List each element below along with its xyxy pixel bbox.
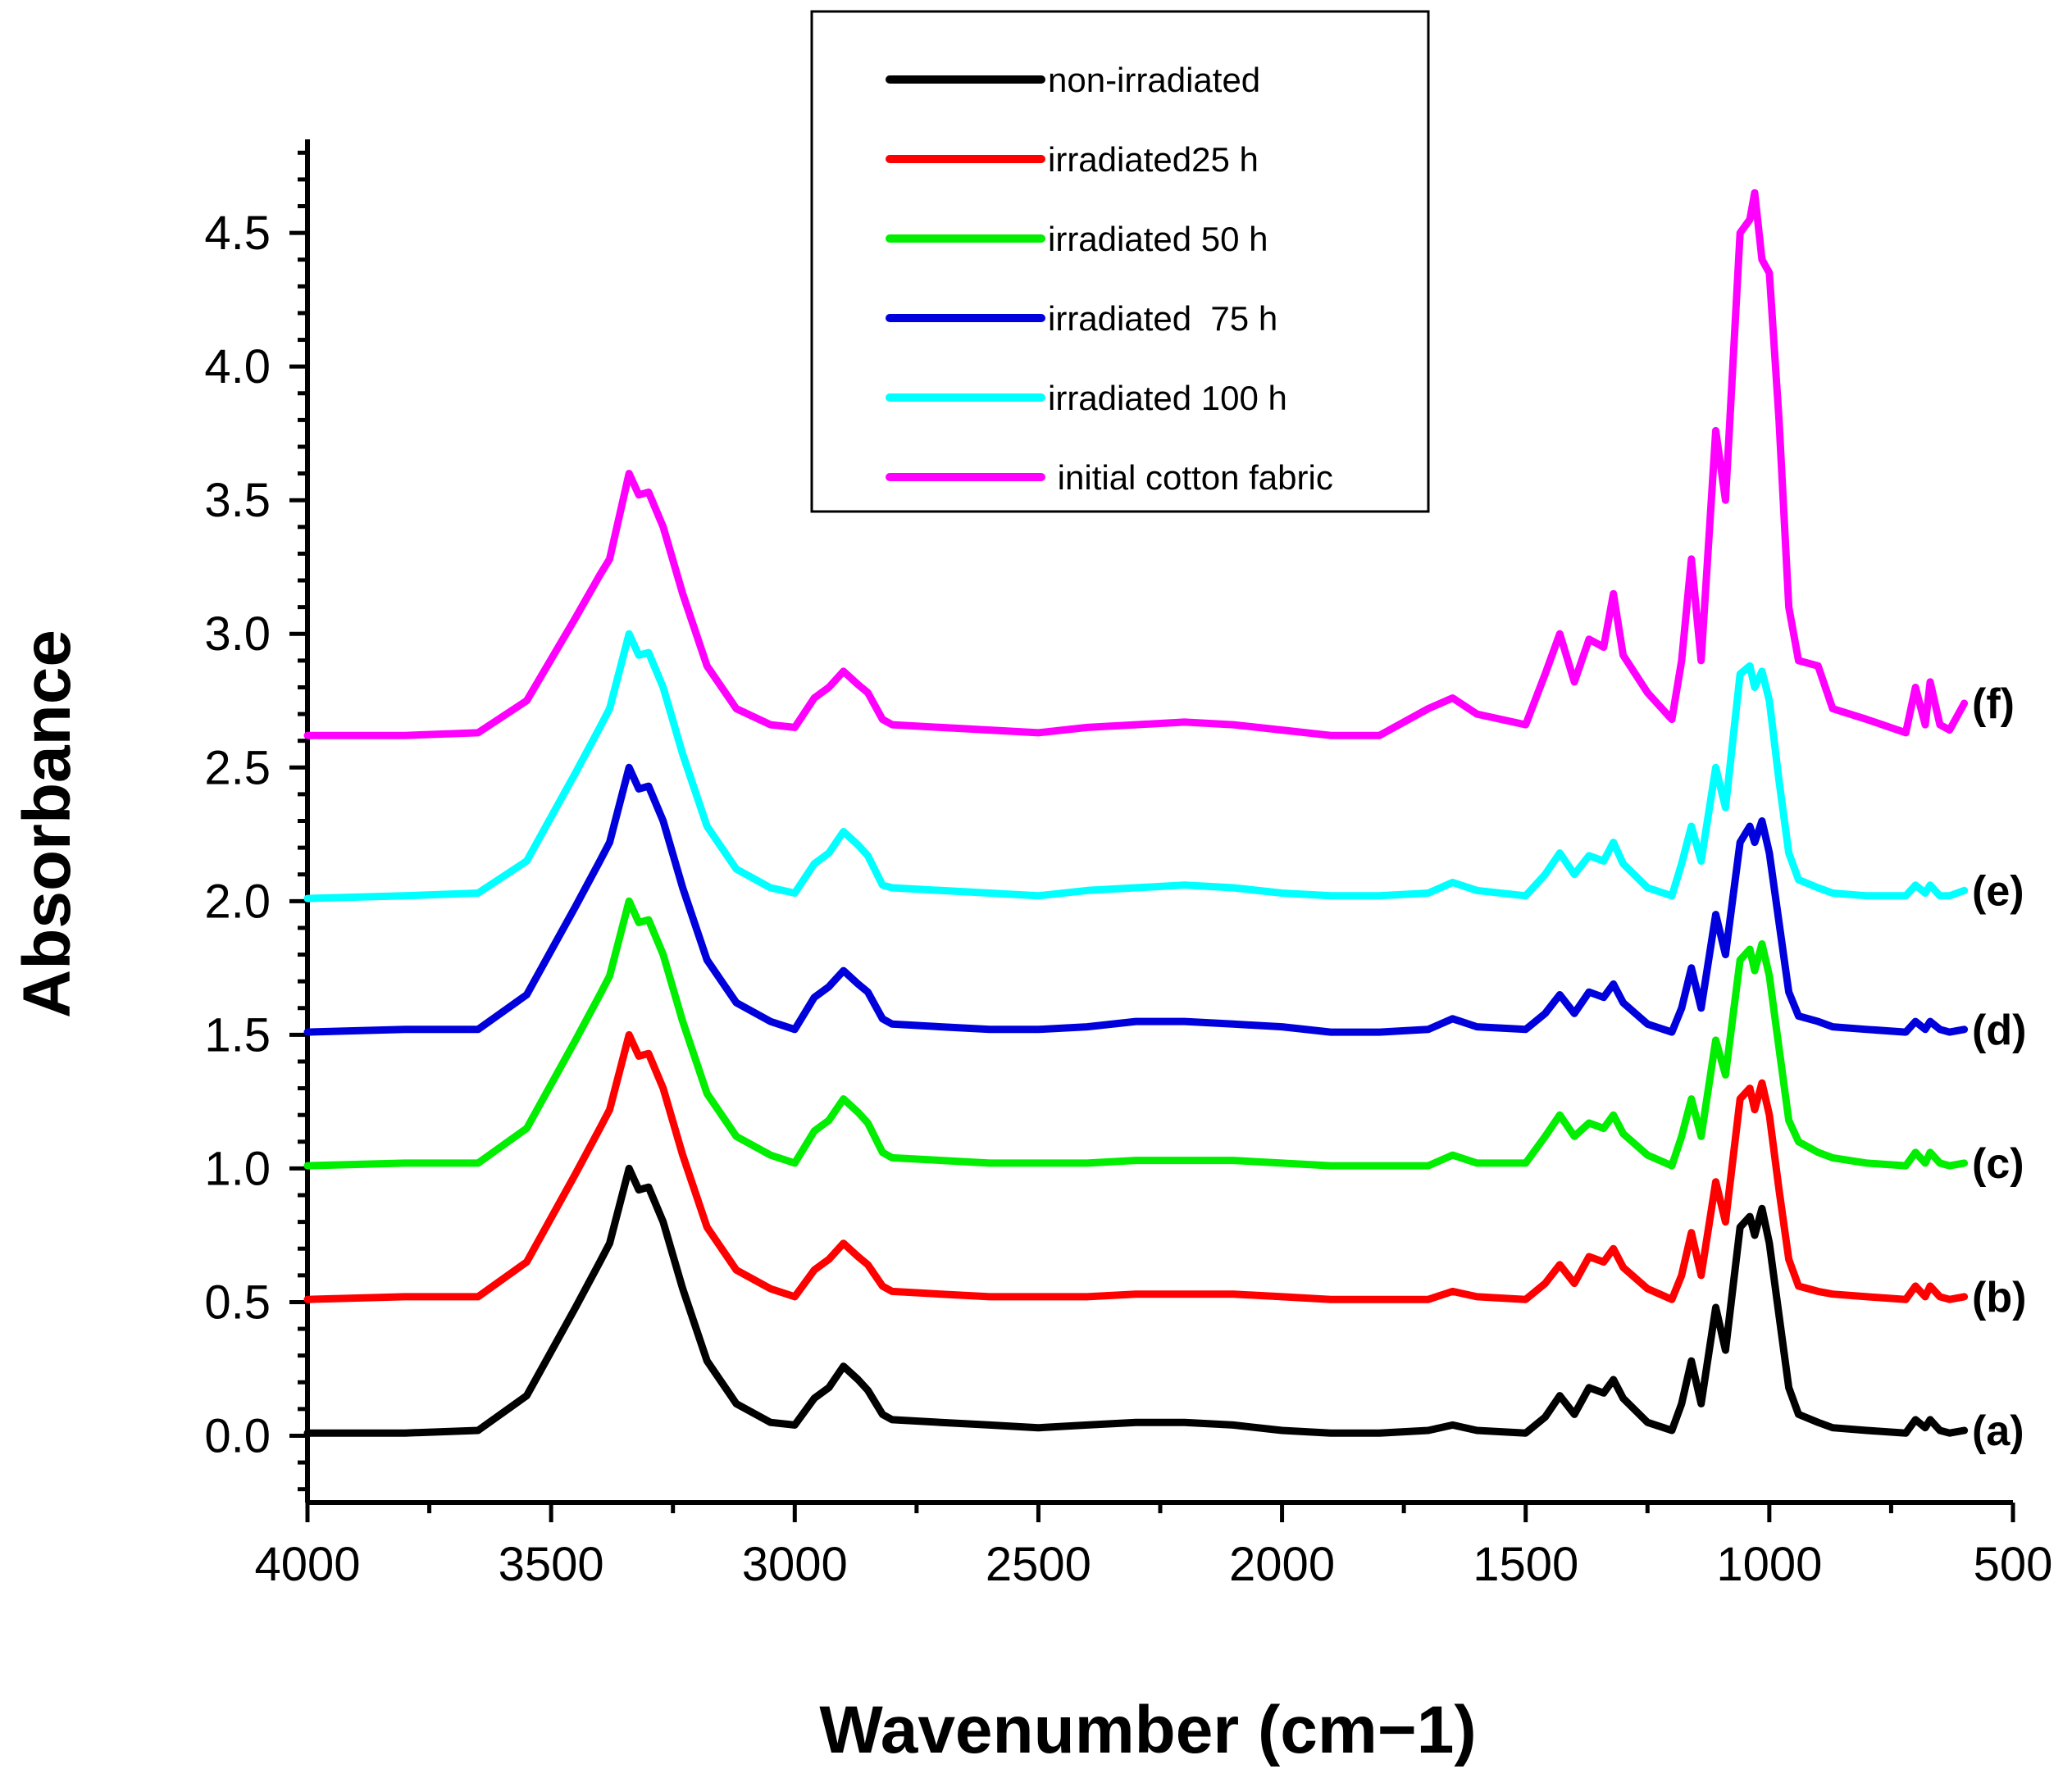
y-tick-label: 0.5 — [204, 1276, 271, 1329]
y-axis-title: Absorbance — [10, 630, 84, 1018]
series-layer — [303, 189, 1969, 1437]
series-line-1 — [303, 1164, 1969, 1437]
curve-label: (c) — [1972, 1140, 2024, 1188]
y-tick-label: 4.0 — [204, 340, 271, 393]
y-tick-label: 2.5 — [204, 741, 271, 794]
legend-label: initial cotton fabric — [1048, 458, 1333, 497]
series-line-5 — [303, 630, 1969, 903]
y-tick-label: 3.0 — [204, 607, 271, 661]
series-line-3 — [303, 897, 1969, 1170]
legend-label: irradiated25 h — [1048, 140, 1259, 179]
x-tick-label: 2000 — [1229, 1538, 1335, 1591]
y-tick-label: 4.5 — [204, 207, 271, 260]
curve-labels-layer: (a) (b) (c) (d) (e) (f) — [1972, 680, 2026, 1455]
curve-label: (a) — [1972, 1407, 2024, 1455]
x-tick-label: 4000 — [254, 1538, 360, 1591]
legend-label: irradiated 75 h — [1048, 299, 1277, 338]
legend-label: irradiated 50 h — [1048, 220, 1268, 258]
series-line-6 — [303, 189, 1969, 739]
x-tick-label: 3500 — [499, 1538, 604, 1591]
curve-label: (b) — [1972, 1274, 2026, 1321]
curve-label: (e) — [1972, 867, 2024, 915]
legend-label: irradiated 100 h — [1048, 379, 1287, 417]
x-tick-label: 2500 — [986, 1538, 1091, 1591]
curve-label: (f) — [1972, 680, 2015, 728]
legend: non-irradiated irradiated25 h irradiated 5… — [810, 10, 1430, 513]
curve-label: (d) — [1972, 1007, 2026, 1054]
legend-box — [810, 10, 1430, 513]
legend-label: non-irradiated — [1048, 61, 1260, 99]
y-tick-label: 2.0 — [204, 875, 271, 928]
y-tick-label: 0.0 — [204, 1409, 271, 1462]
x-tick-label: 1500 — [1473, 1538, 1578, 1591]
x-tick-label: 500 — [1974, 1538, 2053, 1591]
series-line-2 — [303, 1030, 1969, 1303]
y-tick-label: 3.5 — [204, 474, 271, 527]
y-tick-label: 1.5 — [204, 1008, 271, 1062]
y-tick-label: 1.0 — [204, 1142, 271, 1195]
x-tick-label: 1000 — [1716, 1538, 1822, 1591]
x-axis-title: Wavenumber (cm−1) — [819, 1693, 1476, 1767]
series-line-4 — [303, 763, 1969, 1036]
axes-layer: 0.0 0.5 1.0 1.5 2.0 2.5 3.0 3.5 4.0 4.5 4000 3500 30… — [204, 139, 2052, 1591]
x-tick-label: 3000 — [742, 1538, 848, 1591]
